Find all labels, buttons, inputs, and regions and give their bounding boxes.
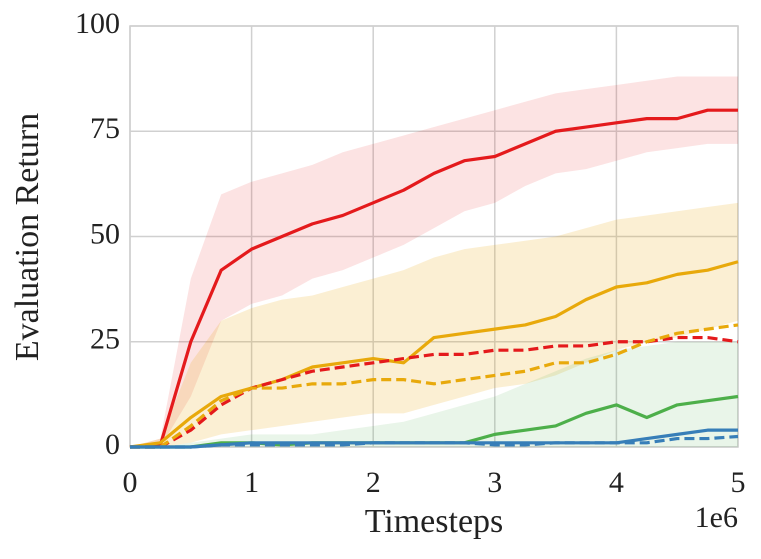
series-line	[129, 260, 739, 449]
confidence-band	[130, 202, 738, 447]
series-line	[130, 335, 739, 449]
x-tick-label: 1	[244, 466, 259, 499]
series-line	[129, 108, 738, 449]
x-tick-label: 2	[366, 466, 381, 499]
x-axis-label: Timesteps	[365, 503, 504, 540]
series-line	[130, 323, 739, 449]
confidence-band	[130, 76, 738, 448]
x-tick-label: 3	[487, 466, 502, 499]
y-tick-label: 50	[90, 217, 120, 250]
y-tick-label: 0	[105, 428, 120, 461]
x-tick-label: 4	[609, 466, 624, 499]
series-line	[130, 434, 739, 449]
x-tick-label: 0	[123, 466, 138, 499]
y-axis-label: Evaluation Return	[9, 113, 46, 361]
x-tick-label: 5	[731, 466, 746, 499]
y-tick-label: 75	[90, 112, 120, 145]
y-tick-label: 100	[75, 7, 120, 40]
y-tick-label: 25	[90, 323, 120, 356]
confidence-band	[130, 341, 738, 447]
x-offset-label: 1e6	[695, 501, 738, 534]
